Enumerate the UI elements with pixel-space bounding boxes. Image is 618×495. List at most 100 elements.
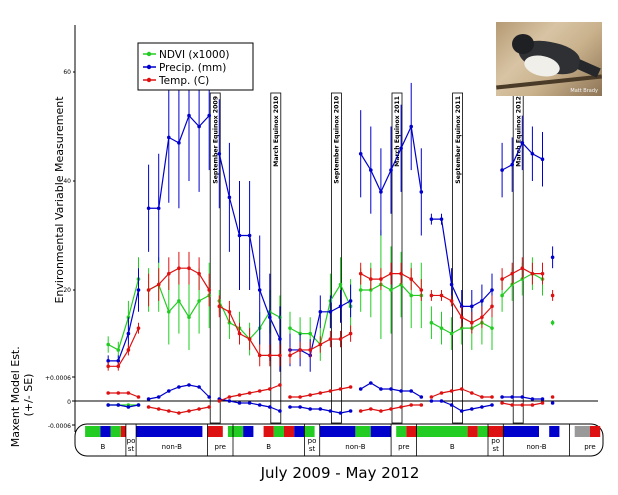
main-precip.-point <box>470 304 474 309</box>
maxent-temp-point <box>429 395 434 399</box>
maxent-temp-point <box>500 401 504 405</box>
main-ndvi-point <box>520 277 525 281</box>
maxent-temp-point <box>389 407 393 411</box>
main-precip.-point <box>530 151 535 156</box>
maxent-y-axis-label: Maxent Model Est. (+/- SE) <box>9 343 35 447</box>
maxent-precip-point <box>268 405 272 409</box>
maxent-precip-point <box>389 387 393 391</box>
main-precip.-point <box>217 151 222 156</box>
main-temp.-point <box>540 271 545 276</box>
main-temp.-point <box>510 271 514 276</box>
main-ndvi-point <box>338 282 343 287</box>
main-temp.-point <box>146 288 151 292</box>
maxent-y-tick-label: +0.0006 <box>45 375 71 382</box>
main-temp.-point <box>369 277 373 281</box>
maxent-precip-point <box>187 383 191 387</box>
timeline-color-band <box>85 426 101 437</box>
legend-frame <box>137 42 254 91</box>
timeline-color-band <box>370 426 392 437</box>
main-precip.-point <box>338 304 343 309</box>
main-ndvi-point <box>490 326 494 330</box>
main-precip.-point <box>449 282 454 287</box>
maxent-temp-point <box>187 409 191 413</box>
maxent-precip-point <box>439 399 444 403</box>
main-ndvi-point <box>439 326 444 330</box>
main-ndvi-point <box>167 310 171 314</box>
timeline-color-band <box>549 426 560 437</box>
maxent-temp-point <box>177 411 181 415</box>
main-precip.-point <box>490 288 494 292</box>
main-precip.-point <box>247 233 252 238</box>
main-temp.-point <box>348 331 353 336</box>
main-precip.-point <box>187 113 191 118</box>
maxent-temp-point <box>520 403 525 407</box>
bird-photo: Matt Brady <box>496 22 602 96</box>
main-precip.-point <box>550 255 555 260</box>
equinox-line <box>270 92 282 424</box>
main-temp.-point <box>227 310 232 314</box>
main-temp.-point <box>257 353 262 358</box>
main-precip.-point <box>318 310 323 314</box>
maxent-temp-point <box>207 405 211 409</box>
main-temp.-point <box>318 342 323 347</box>
timeline-color-band <box>136 426 203 437</box>
main-temp.-point <box>308 348 313 352</box>
maxent-precip-point <box>146 397 151 401</box>
timeline-label: po <box>491 437 500 445</box>
main-series <box>106 50 555 372</box>
main-y-tick-label: 40 <box>63 178 71 185</box>
main-precip.-point <box>167 135 171 140</box>
timeline-color-band <box>243 426 254 437</box>
main-temp.-point <box>177 266 181 271</box>
equinox-line <box>209 92 221 424</box>
main-temp.-point <box>379 277 383 281</box>
maxent-precip-point <box>429 399 434 403</box>
main-temp.-point <box>116 364 121 369</box>
legend-entry-label: Precip. (mm) <box>159 62 226 74</box>
timeline-color-band <box>304 426 315 437</box>
equinox-line <box>452 92 464 424</box>
maxent-temp-point <box>146 405 151 409</box>
equinox-label: March Equinox 2012 <box>515 96 522 167</box>
equinox-label: September Equinox 2009 <box>212 96 219 184</box>
maxent-temp-point <box>308 393 313 397</box>
photo-credit: Matt Brady <box>570 88 598 94</box>
maxent-y-ticks: +0.0006 0 -0.0006 <box>45 375 75 430</box>
main-ndvi-point <box>459 326 464 330</box>
maxent-temp-point <box>288 395 292 399</box>
main-temp.-point <box>439 293 444 298</box>
timeline-color-band <box>355 426 371 437</box>
main-ndvi-point <box>308 331 313 336</box>
main-temp.-point <box>520 266 525 271</box>
main-temp.-point <box>106 364 110 369</box>
legend-entry-label: NDVI (x1000) <box>159 49 230 61</box>
main-y-tick-label: 60 <box>63 69 71 76</box>
timeline-label: po <box>308 437 317 445</box>
main-precip.-point <box>348 299 353 303</box>
main-temp.-point <box>399 271 403 276</box>
maxent-temp-point <box>419 403 424 407</box>
maxent-precip-point <box>490 403 494 407</box>
maxent-temp-point <box>409 403 414 407</box>
maxent-temp-point <box>490 395 494 399</box>
timeline-label: non-B <box>345 443 365 451</box>
main-precip.-point <box>389 168 393 172</box>
main-temp.-point <box>409 277 414 281</box>
timeline-label: B <box>450 443 455 451</box>
maxent-temp-point <box>439 391 444 395</box>
main-precip.-point <box>197 124 201 129</box>
equinox-label: March Equinox 2010 <box>273 95 280 167</box>
legend-swatch-marker <box>146 77 152 83</box>
main-temp.-point <box>167 271 171 276</box>
timeline-label: pre <box>215 443 226 451</box>
timeline-color-band <box>467 426 478 437</box>
maxent-precip-point <box>419 395 424 399</box>
main-temp.-point <box>328 337 333 341</box>
maxent-precip-point <box>197 385 201 389</box>
maxent-temp-point <box>278 383 282 387</box>
timeline-color-band <box>590 426 601 437</box>
main-precip.-point <box>429 217 434 221</box>
maxent-temp-point <box>530 403 535 407</box>
main-temp.-point <box>338 337 343 341</box>
timeline-label: pre <box>584 443 595 451</box>
